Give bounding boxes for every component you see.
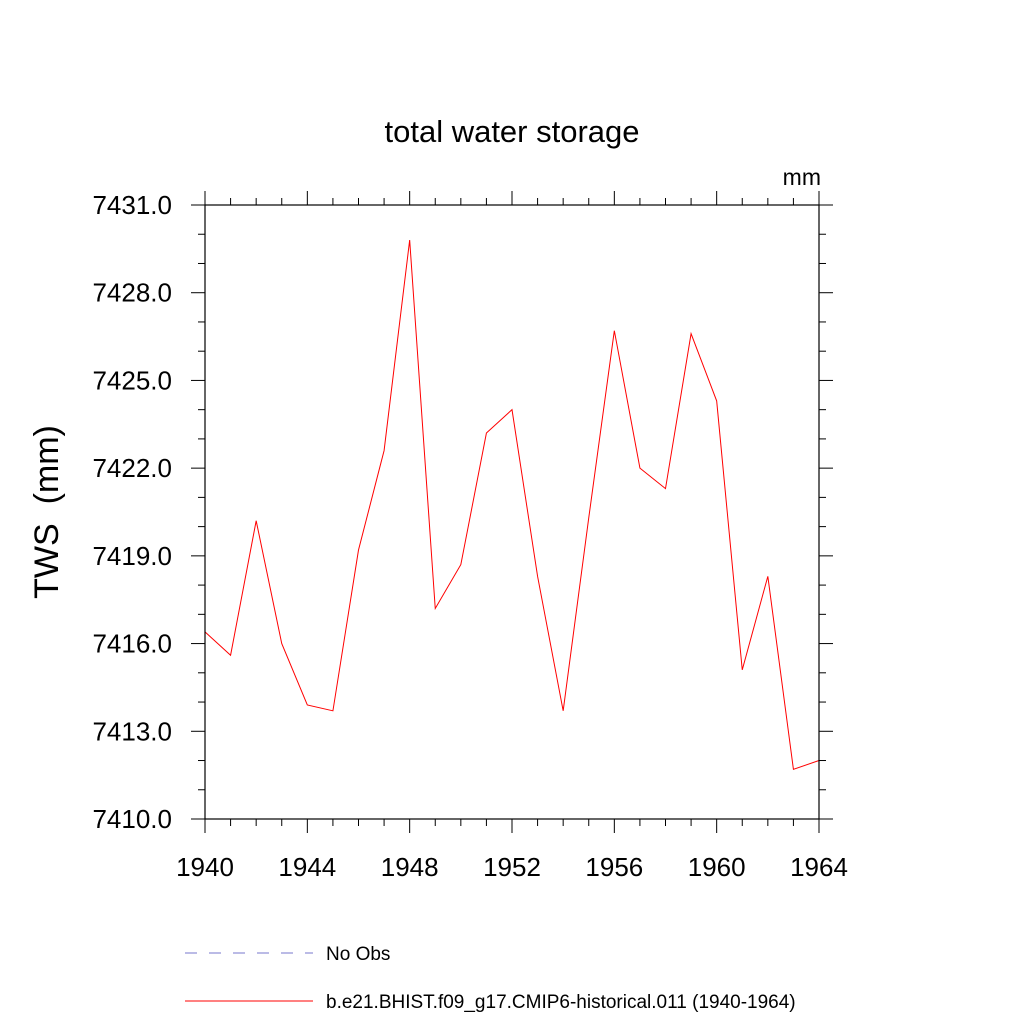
legend: No Obs b.e21.BHIST.f09_g17.CMIP6-historic… xyxy=(185,944,796,1013)
x-tick-labels: 1940 1944 1948 1952 1956 1960 1964 xyxy=(176,852,848,882)
axis-ticks xyxy=(191,191,833,833)
x-tick-label: 1952 xyxy=(483,852,541,882)
plot-frame xyxy=(204,204,820,820)
chart-title: total water storage xyxy=(384,114,639,149)
y-tick-label: 7428.0 xyxy=(92,278,172,308)
y-tick-label: 7413.0 xyxy=(92,716,172,746)
x-tick-label: 1960 xyxy=(688,852,746,882)
series-layer xyxy=(204,240,820,770)
y-tick-label: 7419.0 xyxy=(92,541,172,571)
legend-label: No Obs xyxy=(326,944,390,965)
x-tick-label: 1948 xyxy=(381,852,439,882)
x-tick-label: 1956 xyxy=(585,852,643,882)
y-axis-label: TWS (mm) xyxy=(28,425,66,599)
y-tick-label: 7410.0 xyxy=(92,804,172,834)
y-tick-label: 7425.0 xyxy=(92,365,172,395)
x-tick-label: 1944 xyxy=(278,852,336,882)
legend-label: b.e21.BHIST.f09_g17.CMIP6-historical.011… xyxy=(326,992,796,1013)
y-tick-labels: 7410.0 7413.0 7416.0 7419.0 7422.0 7425.0 7428… xyxy=(92,190,172,834)
y-tick-label: 7422.0 xyxy=(92,453,172,483)
x-tick-label: 1940 xyxy=(176,852,234,882)
y-tick-label: 7416.0 xyxy=(92,629,172,659)
units-label: mm xyxy=(783,164,821,190)
y-tick-label: 7431.0 xyxy=(92,190,172,220)
series-line xyxy=(204,240,820,770)
x-tick-label: 1964 xyxy=(790,852,848,882)
